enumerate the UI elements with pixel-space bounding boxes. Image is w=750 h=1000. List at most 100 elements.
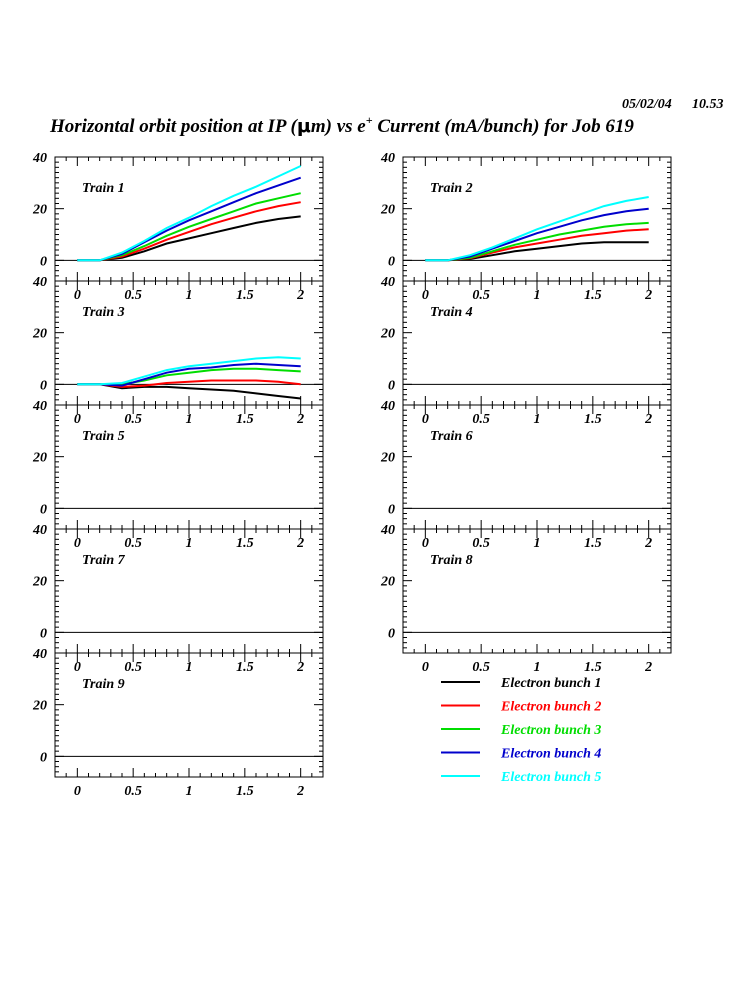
- panel-title: Train 5: [82, 429, 125, 444]
- x-tick-label: 0.5: [124, 660, 142, 675]
- x-tick-label: 1.5: [584, 412, 602, 427]
- panel-title: Train 2: [430, 181, 473, 196]
- x-tick-label: 2: [296, 412, 304, 427]
- x-tick-label: 1: [534, 412, 541, 427]
- title-part3: Current (mA/bunch) for Job 619: [373, 116, 635, 137]
- x-tick-label: 1: [186, 660, 193, 675]
- panel-title: Train 1: [82, 181, 125, 196]
- x-tick-label: 0: [422, 660, 429, 675]
- panel-title: Train 3: [82, 305, 125, 320]
- legend-label: Electron bunch 3: [500, 723, 601, 738]
- y-tick-label: 0: [388, 502, 395, 517]
- y-tick-label: 20: [32, 699, 47, 714]
- x-tick-label: 1: [534, 660, 541, 675]
- panel-title: Train 7: [82, 553, 126, 568]
- y-tick-label: 0: [388, 254, 395, 269]
- x-tick-label: 0: [74, 660, 81, 675]
- x-tick-label: 0: [74, 412, 81, 427]
- legend-item: Electron bunch 1: [441, 676, 601, 691]
- x-tick-label: 1.5: [236, 412, 254, 427]
- x-tick-label: 1: [186, 288, 193, 303]
- y-tick-label: 0: [40, 378, 47, 393]
- panel-title: Train 4: [430, 305, 473, 320]
- x-tick-label: 1: [186, 536, 193, 551]
- x-tick-label: 2: [644, 660, 652, 675]
- x-tick-label: 2: [296, 288, 304, 303]
- legend-label: Electron bunch 4: [500, 747, 601, 762]
- x-tick-label: 1.5: [236, 536, 254, 551]
- x-tick-label: 1: [534, 536, 541, 551]
- y-tick-label: 40: [380, 399, 395, 414]
- series-line-bunch-2: [77, 201, 301, 262]
- y-tick-label: 20: [380, 451, 395, 466]
- y-tick-label: 40: [380, 523, 395, 538]
- y-tick-label: 0: [40, 750, 47, 765]
- y-tick-label: 40: [32, 523, 47, 538]
- x-tick-label: 0.5: [472, 660, 490, 675]
- x-tick-label: 1.5: [584, 536, 602, 551]
- x-tick-label: 2: [296, 660, 304, 675]
- y-tick-label: 20: [380, 575, 395, 590]
- header-date: 05/02/04: [622, 97, 672, 112]
- x-tick-label: 0.5: [124, 412, 142, 427]
- y-tick-label: 40: [32, 647, 47, 662]
- page-title: Horizontal orbit position at IP (μm) vs …: [49, 113, 634, 137]
- x-tick-label: 2: [644, 412, 652, 427]
- legend-label: Electron bunch 1: [500, 676, 601, 691]
- x-tick-label: 1.5: [584, 288, 602, 303]
- x-tick-label: 0.5: [124, 288, 142, 303]
- panel-frame: [402, 156, 672, 282]
- y-tick-label: 40: [32, 275, 47, 290]
- y-tick-label: 40: [32, 399, 47, 414]
- y-tick-label: 20: [32, 327, 47, 342]
- x-tick-label: 0.5: [472, 412, 490, 427]
- series-line-bunch-5: [77, 165, 302, 262]
- x-tick-label: 0: [422, 536, 429, 551]
- y-tick-label: 0: [40, 254, 47, 269]
- x-tick-label: 2: [296, 784, 304, 799]
- x-tick-label: 1: [186, 412, 193, 427]
- legend-item: Electron bunch 5: [441, 770, 601, 785]
- legend-item: Electron bunch 2: [441, 700, 601, 715]
- y-tick-label: 0: [40, 626, 47, 641]
- panel-train-2: 0 20 40 0 0.5 1 1.5 2 Train 2: [380, 151, 672, 303]
- x-tick-label: 1: [186, 784, 193, 799]
- panel-train-7: 0 20 40 0 0.5 1 1.5 2 Train 7: [32, 523, 324, 675]
- legend-label: Electron bunch 5: [500, 770, 601, 785]
- title-part1: Horizontal orbit position at IP (: [49, 116, 299, 137]
- title-mu: μ: [297, 115, 311, 137]
- header-time: 10.53: [692, 97, 724, 112]
- y-tick-label: 40: [380, 151, 395, 166]
- panel-title: Train 6: [430, 429, 473, 444]
- series-line-bunch-4: [77, 362, 301, 387]
- series-line-bunch-5: [77, 356, 301, 386]
- x-tick-label: 2: [644, 288, 652, 303]
- y-tick-label: 20: [380, 327, 395, 342]
- y-tick-label: 20: [32, 575, 47, 590]
- x-tick-label: 1.5: [236, 784, 254, 799]
- x-tick-label: 0.5: [472, 536, 490, 551]
- x-tick-label: 0: [74, 784, 81, 799]
- x-tick-label: 2: [644, 536, 652, 551]
- legend: Electron bunch 1 Electron bunch 2 Electron…: [441, 676, 601, 785]
- x-tick-label: 1: [534, 288, 541, 303]
- series-line-bunch-4: [425, 207, 649, 262]
- panel-train-1: 0 20 40 0 0.5 1 1.5 2 Train 1: [32, 151, 324, 303]
- x-tick-label: 0: [74, 288, 81, 303]
- title-part2: m) vs e: [311, 116, 366, 137]
- x-tick-label: 0: [422, 412, 429, 427]
- y-tick-label: 0: [40, 502, 47, 517]
- y-tick-label: 40: [380, 275, 395, 290]
- legend-item: Electron bunch 4: [441, 747, 601, 762]
- y-tick-label: 0: [388, 626, 395, 641]
- title-sup: +: [366, 113, 373, 127]
- x-tick-label: 0.5: [124, 784, 142, 799]
- x-tick-label: 0.5: [124, 536, 142, 551]
- panel-title: Train 9: [82, 677, 125, 692]
